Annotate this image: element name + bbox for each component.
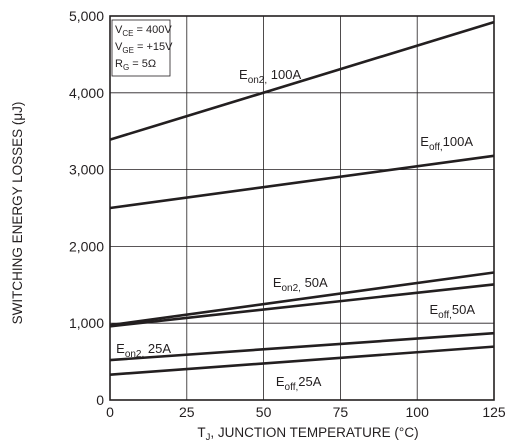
x-axis-title-main: T xyxy=(197,425,205,440)
series-label: Eoff,100A xyxy=(420,134,473,153)
series-line xyxy=(109,154,495,210)
y-tick-label: 4,000 xyxy=(69,85,104,101)
y-tick-label: 5,000 xyxy=(69,8,104,24)
x-tick-label: 0 xyxy=(106,404,114,420)
x-tick-labels: 0 25 50 75 100 125 xyxy=(106,404,506,420)
series-line xyxy=(109,20,495,141)
series-line xyxy=(109,283,495,328)
plot-frame xyxy=(109,15,495,401)
series-line xyxy=(109,345,495,376)
conditions-box: VCE = 400V VGE = +15V RG = 5Ω xyxy=(111,19,173,77)
y-tick-label: 3,000 xyxy=(69,162,104,178)
x-tick-label: 125 xyxy=(482,404,506,420)
series-label: Eoff,50A xyxy=(429,302,475,321)
condition-line: RG = 5Ω xyxy=(115,58,156,72)
condition-line: VGE = +15V xyxy=(115,41,173,55)
x-axis-title-rest: , JUNCTION TEMPERATURE (°C) xyxy=(210,425,418,440)
series-label: Eoff,25A xyxy=(276,374,322,393)
x-tick-label: 100 xyxy=(406,404,430,420)
y-tick-label: 1,000 xyxy=(69,315,104,331)
x-tick-label: 50 xyxy=(256,404,272,420)
conditions-lines: VCE = 400V VGE = +15V RG = 5Ω xyxy=(115,24,173,72)
grid-lines xyxy=(110,16,494,400)
x-axis-title: TJ, JUNCTION TEMPERATURE (°C) xyxy=(197,425,418,441)
x-tick-label: 25 xyxy=(179,404,195,420)
condition-line: VCE = 400V xyxy=(115,24,172,38)
y-tick-labels: 0 1,000 2,000 3,000 4,000 5,000 xyxy=(69,8,104,408)
x-axis-title-sub: J xyxy=(206,432,211,441)
series-lines xyxy=(109,20,495,376)
series-line xyxy=(109,331,495,362)
y-axis-title: SWITCHING ENERGY LOSSES (μJ) xyxy=(10,102,25,325)
series-label: Eon2, 25A xyxy=(116,341,171,360)
conditions-box-frame xyxy=(111,19,171,77)
series-line xyxy=(109,271,495,327)
series-label: Eon2, 100A xyxy=(239,67,301,86)
series-label: Eon2, 50A xyxy=(273,275,328,294)
x-tick-label: 75 xyxy=(333,404,349,420)
y-tick-label: 2,000 xyxy=(69,238,104,254)
y-tick-label: 0 xyxy=(96,392,104,408)
series-labels: Eon2, 100A Eoff,100A Eon2, 50A Eoff,50A Eon2… xyxy=(116,67,475,393)
